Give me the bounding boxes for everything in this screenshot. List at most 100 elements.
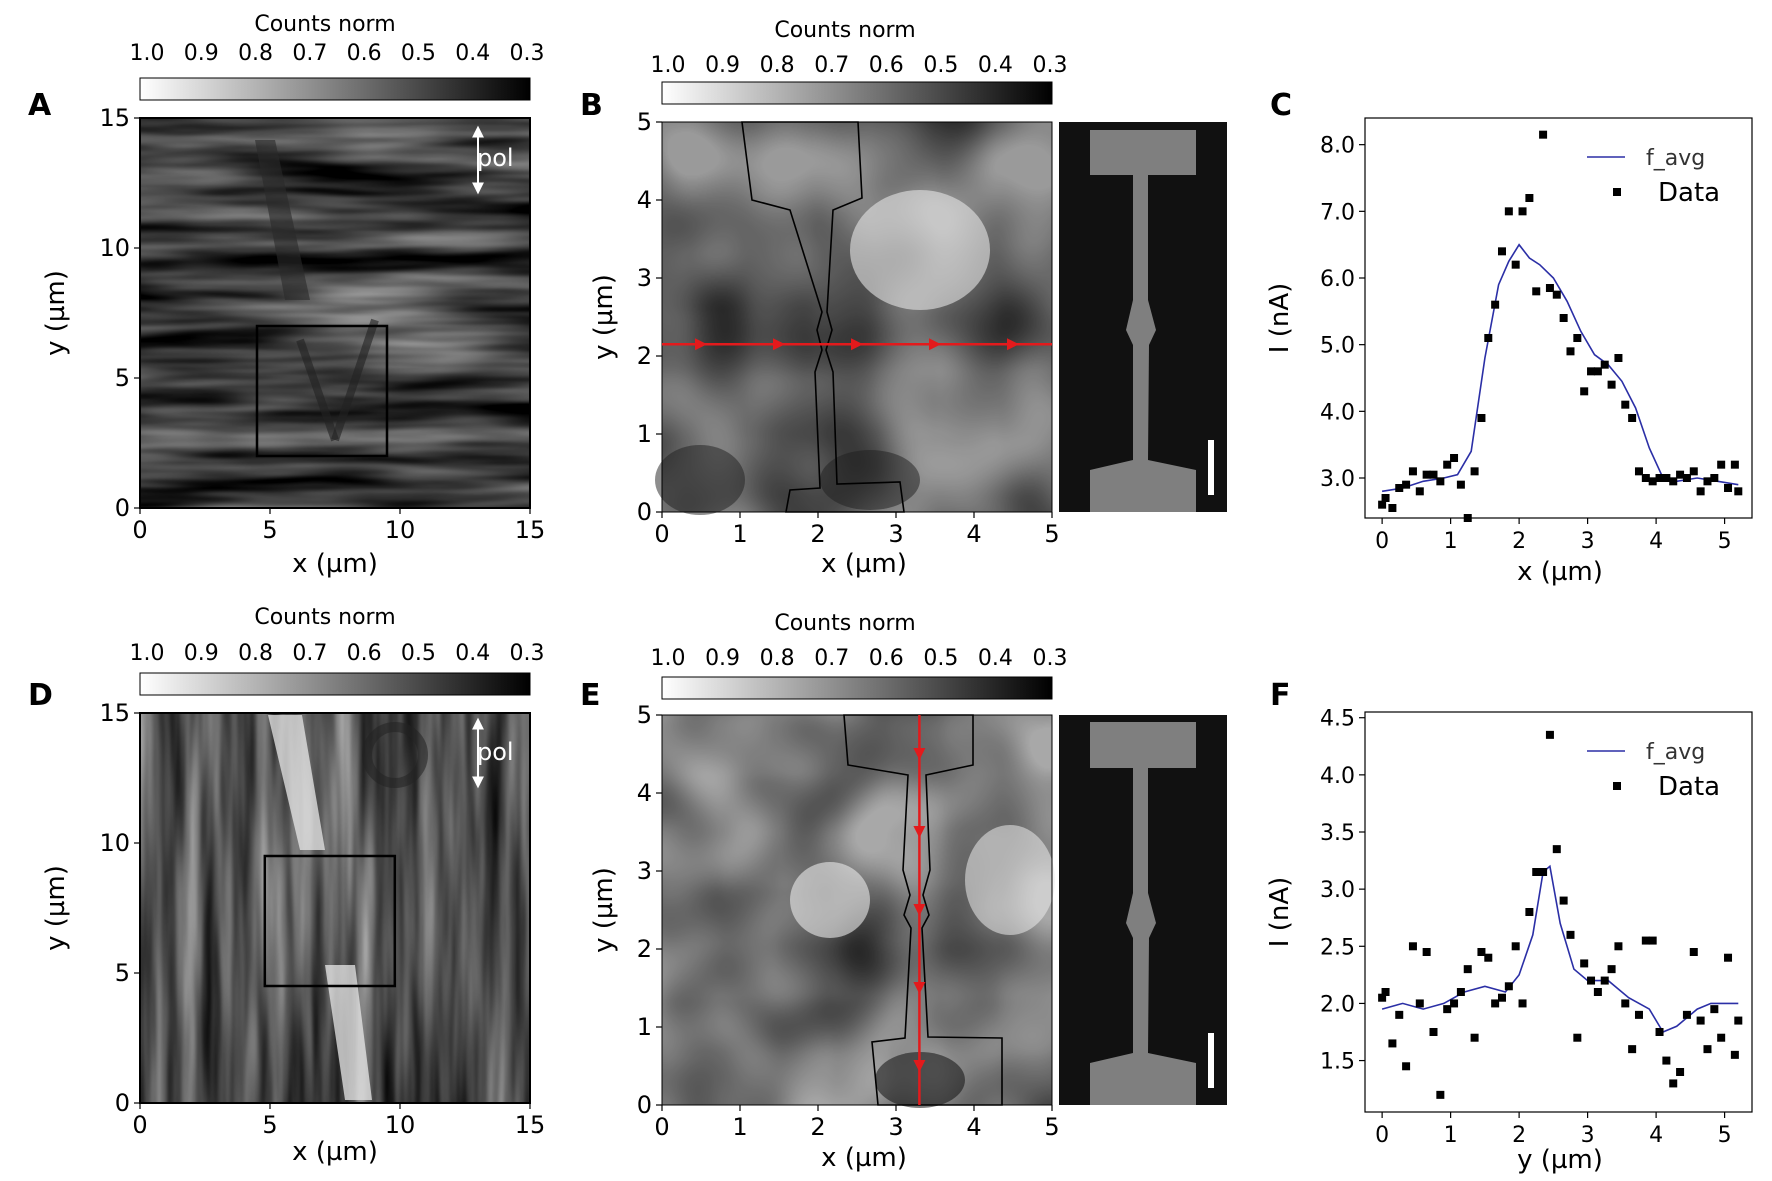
data-point <box>1539 130 1548 139</box>
plot-f: 0 1 2 3 4 5 1.5 2.0 2.5 3.0 3.5 4.0 4.5 <box>1320 707 1743 1148</box>
colorbar-tick-label: 0.6 <box>347 41 382 66</box>
x-tick-label: 4 <box>966 1113 981 1141</box>
data-point <box>1573 1033 1582 1042</box>
data-point <box>1607 965 1616 974</box>
panel-a: A Counts norm 1.0 0.9 0.8 0.7 0.6 0.5 0.4 0.3 p… <box>28 12 545 579</box>
colorbar-ticks-a: 1.0 0.9 0.8 0.7 0.6 0.5 0.4 0.3 <box>130 41 545 66</box>
data-point <box>1525 908 1534 916</box>
x-tick-label: 1 <box>1444 1123 1458 1148</box>
data-point <box>1381 988 1390 996</box>
data-point <box>1450 454 1459 462</box>
x-tick-label: 15 <box>515 516 546 544</box>
data-point <box>1682 1010 1691 1019</box>
data-point <box>1710 474 1719 482</box>
scan-arrow <box>913 982 926 994</box>
data-point <box>1497 247 1506 256</box>
data-point <box>1580 959 1589 968</box>
data-point <box>1497 993 1506 1002</box>
x-tick-label: 1 <box>732 520 747 548</box>
y-axis-label-f: I (nA) <box>1265 877 1295 947</box>
data-point <box>1703 477 1712 486</box>
data-point <box>1730 1050 1739 1059</box>
colorbar-tick-label: 0.7 <box>292 41 327 66</box>
scan-arrow <box>773 338 785 351</box>
colorbar-label-e: Counts norm <box>774 611 915 636</box>
legend-f: f_avg Data <box>1587 740 1720 802</box>
x-axis-ticks-a: 0 5 10 15 0 5 10 15 <box>99 104 545 544</box>
data-point <box>1641 936 1650 945</box>
data-point <box>1724 953 1733 962</box>
data-point <box>1518 999 1527 1008</box>
y-tick-label: 2.5 <box>1320 935 1355 960</box>
scan-arrows-b <box>695 338 1019 351</box>
colorbar-tick-label: 0.9 <box>705 646 740 671</box>
roi-box-d <box>263 854 397 988</box>
x-tick-label: 0 <box>654 520 669 548</box>
data-point <box>1600 976 1609 985</box>
data-point <box>1378 500 1387 509</box>
data-point <box>1669 477 1678 486</box>
y-tick-label: 3.5 <box>1320 821 1355 846</box>
colorbar-tick-label: 1.0 <box>130 41 165 66</box>
panel-c: C 0 1 2 3 4 5 3.0 4.0 5.0 6.0 7.0 8.0 f_avg Data x … <box>1265 88 1753 587</box>
data-point <box>1532 868 1541 876</box>
data-point <box>1662 1056 1671 1065</box>
colorbar-ticks-e: 1.0 0.9 0.8 0.7 0.6 0.5 0.4 0.3 <box>651 646 1068 671</box>
heatmap-a <box>139 117 531 509</box>
x-tick-label: 5 <box>1718 1123 1732 1148</box>
panel-e: E Counts norm 1.0 0.9 0.8 0.7 0.6 0.5 0.4 0.3 0… <box>580 611 1227 1173</box>
plot-c: 0 1 2 3 4 5 3.0 4.0 5.0 6.0 7.0 8.0 <box>1320 130 1743 554</box>
colorbar-label-a: Counts norm <box>254 12 395 37</box>
data-point <box>1436 1090 1445 1099</box>
x-tick-label: 4 <box>1649 529 1663 554</box>
panel-letter-b: B <box>580 88 603 123</box>
y-tick-label: 5 <box>637 701 652 729</box>
y-tick-label: 8.0 <box>1320 134 1355 159</box>
scan-arrow <box>695 338 707 351</box>
colorbar-tick-label: 0.4 <box>455 41 490 66</box>
data-point <box>1552 845 1561 854</box>
heatmap-d <box>139 712 531 1104</box>
y-tick-label: 4 <box>637 779 652 807</box>
data-point <box>1422 470 1431 479</box>
panel-letter-c: C <box>1270 88 1292 123</box>
y-axis-label-a: y (µm) <box>41 270 71 356</box>
x-axis-label-a: x (µm) <box>292 549 378 579</box>
colorbar-tick-label: 0.7 <box>292 641 327 666</box>
x-tick-label: 5 <box>262 1111 277 1139</box>
x-tick-label: 2 <box>810 520 825 548</box>
data-point <box>1484 334 1493 342</box>
panel-d: D Counts norm 1.0 0.9 0.8 0.7 0.6 0.5 0.4 0.3 p… <box>28 605 545 1167</box>
colorbar-tick-label: 0.8 <box>238 41 273 66</box>
data-point <box>1614 942 1623 951</box>
data-point <box>1456 480 1465 489</box>
y-tick-label: 2 <box>637 342 652 370</box>
x-tick-label: 15 <box>515 1111 546 1139</box>
data-point <box>1621 999 1630 1008</box>
y-tick-label: 1.5 <box>1320 1050 1355 1075</box>
x-tick-label: 2 <box>1512 529 1526 554</box>
data-point <box>1628 414 1637 422</box>
data-point <box>1587 367 1596 376</box>
y-axis-label-b: y (µm) <box>589 274 619 360</box>
data-point <box>1470 1033 1479 1042</box>
colorbar-tick-label: 0.8 <box>760 53 795 78</box>
x-tick-label: 10 <box>385 1111 416 1139</box>
data-point <box>1422 948 1431 956</box>
data-point <box>1696 487 1705 496</box>
colorbar-tick-label: 0.3 <box>510 641 545 666</box>
y-tick-label: 3 <box>637 857 652 885</box>
panel-letter-d: D <box>28 678 53 713</box>
scan-arrow <box>913 1060 926 1072</box>
x-tick-label: 0 <box>654 1113 669 1141</box>
scan-arrow <box>851 338 863 351</box>
data-point <box>1641 474 1650 482</box>
y-tick-label: 4.0 <box>1320 764 1355 789</box>
colorbar-tick-label: 1.0 <box>651 646 686 671</box>
data-point <box>1593 988 1602 996</box>
colorbar-label-d: Counts norm <box>254 605 395 630</box>
data-point <box>1539 868 1548 876</box>
pol-label-a: pol <box>477 144 514 172</box>
x-tick-label: 5 <box>262 516 277 544</box>
data-point <box>1566 347 1575 356</box>
